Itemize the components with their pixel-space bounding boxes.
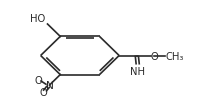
Text: CH₃: CH₃: [166, 51, 184, 61]
Text: O: O: [151, 51, 159, 61]
Text: HO: HO: [30, 14, 46, 24]
Text: O: O: [40, 87, 47, 97]
Text: N: N: [46, 80, 53, 90]
Text: NH: NH: [130, 66, 145, 76]
Text: O: O: [35, 75, 43, 85]
